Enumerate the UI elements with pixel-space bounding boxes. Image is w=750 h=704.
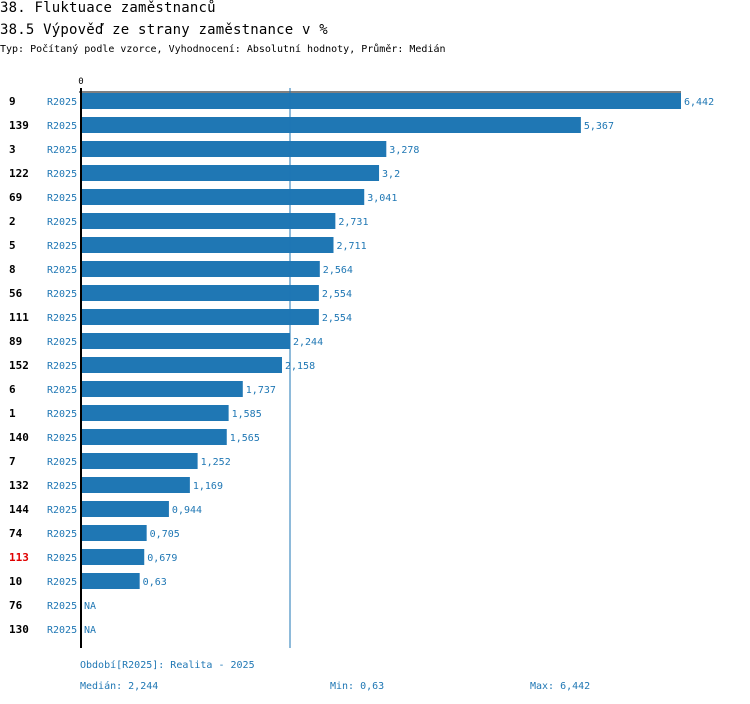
- row-period-label: R2025: [47, 217, 77, 228]
- row-id-label: 2: [9, 215, 16, 228]
- row-id-label: 56: [9, 287, 23, 300]
- bar: [81, 93, 681, 109]
- bar: [81, 501, 169, 517]
- row-id-label: 1: [9, 407, 16, 420]
- row-id-label: 9: [9, 95, 16, 108]
- row-id-label: 113: [9, 551, 29, 564]
- row-period-label: R2025: [47, 337, 77, 348]
- bar-value-label: 5,367: [584, 121, 614, 132]
- bar: [81, 453, 198, 469]
- bar: [81, 405, 229, 421]
- bar-value-label: 2,564: [323, 265, 353, 276]
- chart-title: 38.5 Výpověď ze strany zaměstnance v %: [0, 22, 328, 38]
- row-period-label: R2025: [47, 145, 77, 156]
- bar-value-label: 0,63: [143, 577, 167, 588]
- row-period-label: R2025: [47, 241, 77, 252]
- row-id-label: 111: [9, 311, 29, 324]
- bar-value-label: 1,585: [232, 409, 262, 420]
- row-period-label: R2025: [47, 529, 77, 540]
- row-period-label: R2025: [47, 577, 77, 588]
- bar-value-label: 2,554: [322, 289, 352, 300]
- bar-value-label: 3,2: [382, 169, 400, 180]
- bar-value-label: 6,442: [684, 97, 714, 108]
- row-period-label: R2025: [47, 289, 77, 300]
- row-period-label: R2025: [47, 97, 77, 108]
- bar-value-label: 0,944: [172, 505, 202, 516]
- row-id-label: 122: [9, 167, 29, 180]
- row-period-label: R2025: [47, 553, 77, 564]
- row-id-label: 139: [9, 119, 29, 132]
- bar: [81, 429, 227, 445]
- bar: [81, 333, 291, 349]
- bar-value-label: 1,565: [230, 433, 260, 444]
- row-id-label: 144: [9, 503, 29, 516]
- bar-value-label: NA: [84, 601, 96, 612]
- row-period-label: R2025: [47, 193, 77, 204]
- row-id-label: 10: [9, 575, 22, 588]
- bar-value-label: 1,169: [193, 481, 223, 492]
- footer-max: Max: 6,442: [530, 681, 591, 692]
- bar-value-label: 3,041: [367, 193, 397, 204]
- bar: [81, 189, 365, 205]
- row-id-label: 89: [9, 335, 22, 348]
- row-period-label: R2025: [47, 481, 77, 492]
- row-period-label: R2025: [47, 385, 77, 396]
- bar: [81, 117, 581, 133]
- bar-value-label: 2,158: [285, 361, 315, 372]
- row-period-label: R2025: [47, 361, 77, 372]
- row-id-label: 7: [9, 455, 16, 468]
- row-id-label: 5: [9, 239, 16, 252]
- row-period-label: R2025: [47, 313, 77, 324]
- bar-value-label: 3,278: [389, 145, 419, 156]
- bar: [81, 141, 387, 157]
- bar: [81, 165, 380, 181]
- row-id-label: 3: [9, 143, 16, 156]
- bar: [81, 549, 145, 565]
- row-period-label: R2025: [47, 169, 77, 180]
- row-period-label: R2025: [47, 265, 77, 276]
- footer-period: Období[R2025]: Realita - 2025: [80, 660, 255, 671]
- row-period-label: R2025: [47, 625, 77, 636]
- row-id-label: 130: [9, 623, 29, 636]
- bar: [81, 261, 320, 277]
- bar-value-label: 0,679: [147, 553, 177, 564]
- bar-value-label: 2,244: [293, 337, 323, 348]
- bar-value-label: 1,252: [201, 457, 231, 468]
- footer-median: Medián: 2,244: [80, 681, 159, 692]
- bar: [81, 309, 319, 325]
- chart-meta: Typ: Počítaný podle vzorce, Vyhodnocení:…: [0, 44, 446, 55]
- bar-value-label: 2,711: [336, 241, 366, 252]
- bar-value-label: 2,554: [322, 313, 352, 324]
- row-id-label: 132: [9, 479, 29, 492]
- bar-value-label: 2,731: [338, 217, 368, 228]
- bar-value-label: 1,737: [246, 385, 276, 396]
- row-period-label: R2025: [47, 601, 77, 612]
- bar-value-label: 0,705: [150, 529, 180, 540]
- bar: [81, 213, 336, 229]
- row-id-label: 74: [9, 527, 23, 540]
- row-period-label: R2025: [47, 121, 77, 132]
- bar: [81, 573, 140, 589]
- bar: [81, 477, 190, 493]
- row-id-label: 6: [9, 383, 16, 396]
- bar: [81, 357, 282, 373]
- bar-value-label: NA: [84, 625, 96, 636]
- row-period-label: R2025: [47, 457, 77, 468]
- row-id-label: 8: [9, 263, 16, 276]
- bar: [81, 237, 334, 253]
- row-id-label: 76: [9, 599, 23, 612]
- bar: [81, 525, 147, 541]
- row-id-label: 152: [9, 359, 29, 372]
- footer-min: Min: 0,63: [330, 681, 385, 692]
- bar: [81, 285, 319, 301]
- row-id-label: 140: [9, 431, 29, 444]
- row-period-label: R2025: [47, 505, 77, 516]
- bar: [81, 381, 243, 397]
- row-id-label: 69: [9, 191, 22, 204]
- row-period-label: R2025: [47, 433, 77, 444]
- x-axis-zero-label: 0: [78, 77, 83, 87]
- row-period-label: R2025: [47, 409, 77, 420]
- page-title: 38. Fluktuace zaměstnanců: [0, 0, 216, 16]
